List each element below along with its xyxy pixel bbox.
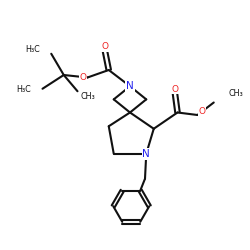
Text: O: O (172, 85, 178, 94)
Text: CH₃: CH₃ (80, 92, 95, 101)
Text: CH₃: CH₃ (229, 89, 244, 98)
Text: N: N (142, 149, 150, 159)
Text: H₃C: H₃C (16, 86, 31, 94)
Text: O: O (80, 73, 86, 82)
Text: H₃C: H₃C (25, 46, 40, 54)
Text: O: O (198, 107, 205, 116)
Text: O: O (102, 42, 108, 51)
Text: N: N (126, 81, 134, 91)
